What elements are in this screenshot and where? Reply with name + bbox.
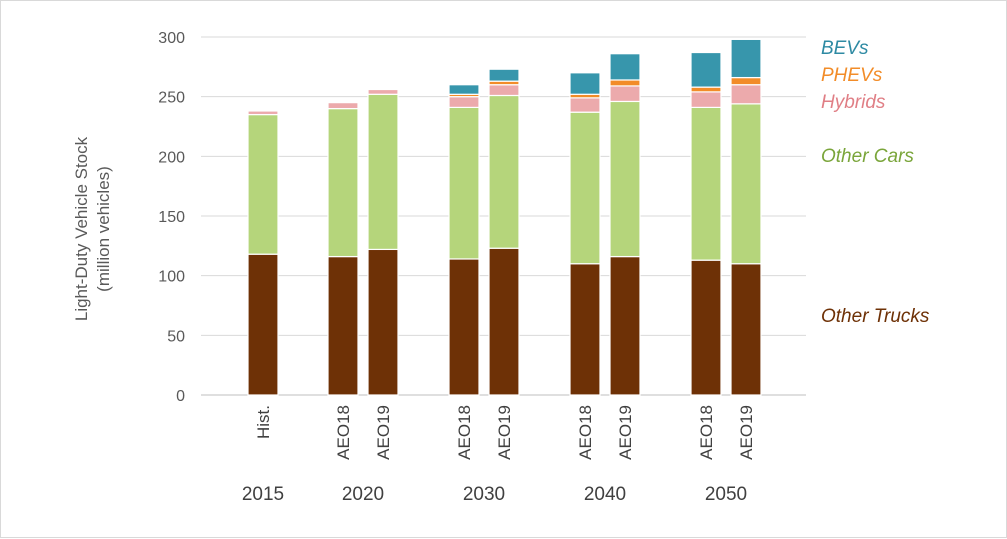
category-label: AEO19: [495, 405, 514, 460]
bar-segment-other-trucks: [247, 253, 279, 396]
y-tick-label: 50: [167, 328, 185, 345]
bar-segment-hybrids: [690, 91, 722, 109]
bar-segment-bevs: [488, 68, 520, 82]
category-label: AEO19: [616, 405, 635, 460]
bar-segment-other-cars: [488, 94, 520, 249]
legend-label-hybrids: Hybrids: [821, 92, 886, 113]
legend-label-other-trucks: Other Trucks: [821, 306, 930, 327]
category-label: Hist.: [254, 405, 273, 439]
bar-segment-bevs: [690, 51, 722, 88]
bar-segment-other-cars: [247, 113, 279, 255]
bar-segment-hybrids: [609, 85, 641, 103]
bar-segment-bevs: [609, 53, 641, 81]
bar-segment-other-trucks: [730, 263, 762, 396]
bar-segment-other-cars: [690, 106, 722, 261]
bar-segment-other-trucks: [367, 248, 399, 396]
bar-segment-hybrids: [569, 97, 601, 113]
y-axis-title: Light-Duty Vehicle Stock: [72, 136, 91, 321]
bar-segment-other-trucks: [609, 255, 641, 396]
bar-segment-hybrids: [327, 102, 359, 110]
category-labels: Hist. 2015 AEO18 AEO19 2020 AEO18 AEO19 2030 AEO…: [242, 405, 756, 505]
bar-segment-other-cars: [448, 106, 480, 260]
bar-segment-other-cars: [367, 93, 399, 251]
bar-segment-other-trucks: [569, 263, 601, 396]
bar-segment-other-cars: [609, 100, 641, 258]
year-label: 2020: [342, 484, 384, 505]
y-tick-label: 200: [158, 149, 185, 166]
legend-label-bevs: BEVs: [821, 38, 869, 59]
legend: Other Trucks Other Cars Hybrids PHEVs BEVs: [821, 38, 930, 327]
y-tick-labels: 0 50 100 150 200 250 300: [158, 30, 185, 405]
bar-segment-bevs: [448, 84, 480, 95]
bar-segment-other-trucks: [690, 259, 722, 396]
y-tick-label: 100: [158, 269, 185, 286]
bar-segment-other-trucks: [488, 247, 520, 396]
bar-segment-hybrids: [448, 96, 480, 109]
bar-segment-phevs: [609, 79, 641, 87]
bar-segment-hybrids: [367, 88, 399, 95]
bar-segment-other-cars: [730, 103, 762, 265]
bar-segment-phevs: [730, 76, 762, 86]
year-label: 2030: [463, 484, 505, 505]
bar-segment-other-cars: [327, 107, 359, 258]
bar-segment-other-trucks: [448, 258, 480, 396]
y-axis-unit: (million vehicles): [94, 166, 113, 292]
bar-segment-hybrids: [488, 84, 520, 97]
bar-segment-other-trucks: [327, 255, 359, 396]
y-tick-label: 150: [158, 209, 185, 226]
year-label: 2015: [242, 484, 284, 505]
year-label: 2040: [584, 484, 626, 505]
category-label: AEO18: [697, 405, 716, 460]
category-label: AEO19: [737, 405, 756, 460]
year-label: 2050: [705, 484, 747, 505]
y-tick-label: 300: [158, 30, 185, 47]
bar-segment-bevs: [730, 38, 762, 79]
bar-segment-other-cars: [569, 111, 601, 265]
legend-label-other-cars: Other Cars: [821, 146, 914, 167]
bar-segment-hybrids: [730, 84, 762, 105]
y-tick-label: 0: [176, 388, 185, 405]
category-label: AEO18: [455, 405, 474, 460]
category-label: AEO18: [334, 405, 353, 460]
bar-segment-hybrids: [247, 110, 279, 116]
bar-segment-phevs: [690, 86, 722, 93]
category-label: AEO19: [374, 405, 393, 460]
category-label: AEO18: [576, 405, 595, 460]
bar-segment-bevs: [569, 72, 601, 95]
y-tick-label: 250: [158, 90, 185, 107]
bar-marks: [247, 38, 762, 396]
legend-label-phevs: PHEVs: [821, 65, 883, 86]
